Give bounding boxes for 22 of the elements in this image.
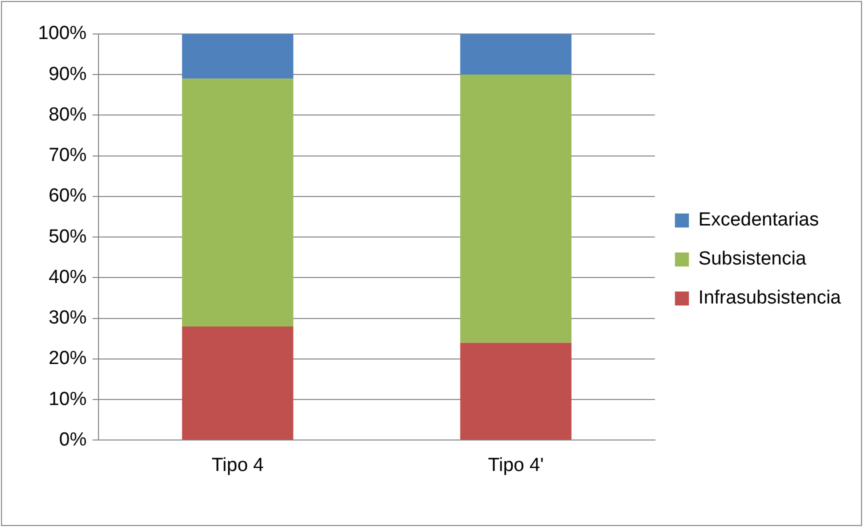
y-tick-label: 10% (48, 388, 87, 410)
y-tick-label: 20% (48, 348, 87, 370)
bar (460, 74, 572, 343)
y-tick-label: 60% (48, 186, 87, 207)
legend-label: Subsistencia (698, 248, 807, 270)
x-tick-label: Tipo 4' (488, 454, 544, 476)
y-tick-label: 100% (38, 23, 87, 44)
bar (182, 326, 294, 440)
legend-label: Excedentarias (698, 210, 819, 231)
y-tick-label: 30% (48, 308, 87, 329)
bar (460, 34, 572, 75)
y-tick-label: 40% (48, 266, 87, 288)
y-tick-label: 50% (48, 226, 87, 248)
legend-label: Infrasubsistencia (698, 288, 842, 309)
y-tick-label: 90% (48, 64, 87, 85)
x-tick-label: Tipo 4 (212, 454, 264, 476)
y-tick-label: 70% (48, 145, 87, 166)
y-tick-label: 80% (48, 104, 87, 126)
bar (460, 342, 572, 440)
y-tick-label: 0% (59, 429, 87, 450)
bar (182, 78, 294, 326)
bar (182, 34, 294, 79)
